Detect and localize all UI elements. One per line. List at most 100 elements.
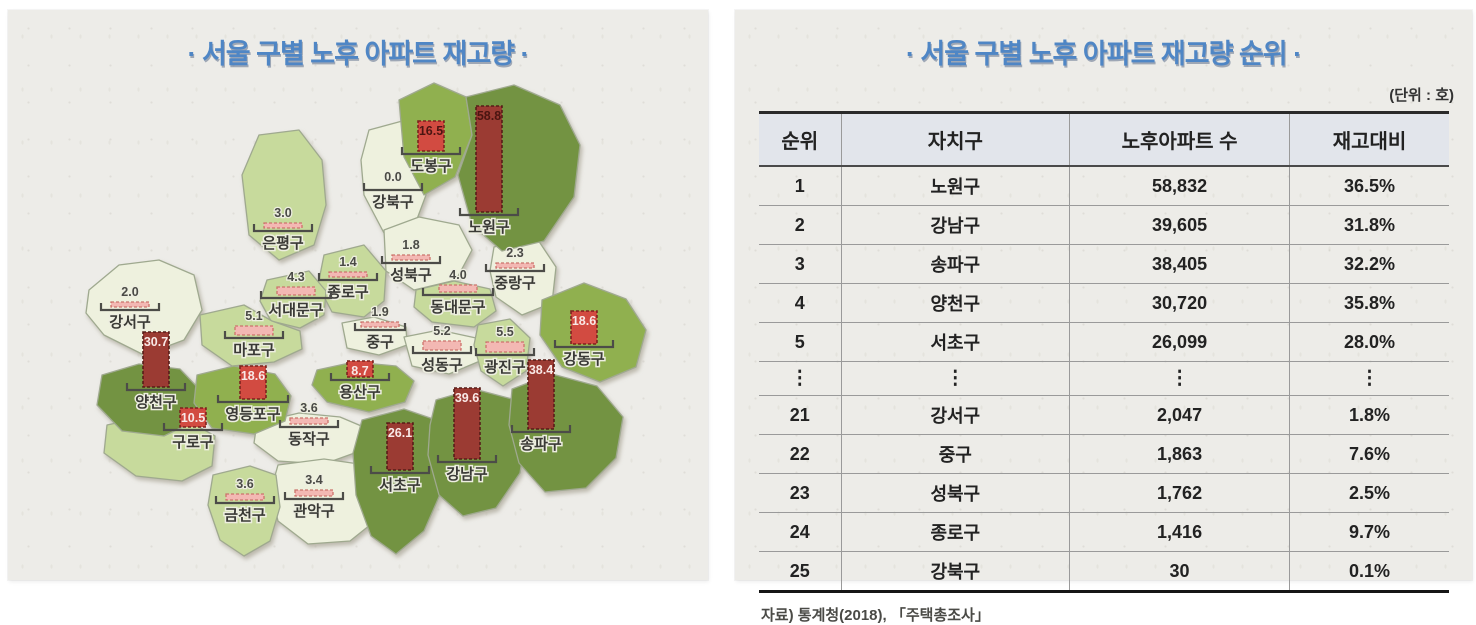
district-value: 39.6: [455, 391, 479, 405]
bracket: [458, 208, 520, 217]
rank-table-body: 1 노원구 58,832 36.5% 2 강남구 39,605 31.8% 3 송파구 38,405…: [758, 166, 1449, 592]
district-label: 동대문구: [430, 299, 485, 316]
district-bar: [225, 493, 265, 501]
district-shape: [241, 129, 327, 261]
bracket: [362, 183, 424, 192]
table-row: 2 강남구 39,605 31.8%: [758, 205, 1449, 245]
bracket: [400, 147, 462, 156]
district-value: 5.5: [496, 325, 513, 339]
district-value: 1.4: [339, 255, 356, 269]
map-title: · 서울 구별 노후 아파트 재고량 ·: [187, 39, 529, 69]
map-area: 2.0 강서구 3.0 은평구 0.0 강북구 1.8 성북구 2.3 중랑구 1.4 종로구 4.0 동…: [74, 75, 708, 580]
table-cell: ⋮: [1068, 361, 1290, 396]
table-cell: ⋮: [1289, 361, 1449, 396]
table-cell: 성북구: [840, 473, 1070, 513]
district-bar: [495, 262, 535, 269]
table-row: 21 강서구 2,047 1.8%: [758, 395, 1449, 435]
district-value: 4.3: [287, 270, 304, 284]
district-label: 중랑구: [494, 274, 536, 292]
table-row: 5 서초구 26,099 28.0%: [758, 322, 1449, 362]
seoul-map: 2.0 강서구 3.0 은평구 0.0 강북구 1.8 성북구 2.3 중랑구 1.4 종로구 4.0 동…: [85, 82, 647, 557]
district-label: 성북구: [390, 266, 432, 284]
district-label: 구로구: [172, 434, 214, 451]
district-marker: 5.5 광진구: [474, 324, 536, 378]
district-marker: 30.7 양천구: [125, 331, 187, 413]
district-label: 용산구: [339, 384, 381, 401]
district-bar: [485, 341, 525, 353]
bracket: [421, 288, 495, 297]
district-label: 강서구: [109, 313, 151, 331]
table-cell: 7.6%: [1289, 434, 1449, 474]
table-cell: 38,405: [1068, 244, 1290, 284]
district-value: 5.1: [245, 309, 262, 323]
table-cell: ⋮: [758, 361, 842, 396]
district-value: 18.6: [241, 369, 265, 383]
table-cell: 강남구: [840, 205, 1070, 245]
table-cell: 1,863: [1068, 434, 1290, 474]
district-shape: [352, 408, 448, 555]
table-cell: 26,099: [1068, 322, 1290, 362]
bracket: [353, 323, 407, 332]
district-value: 58.8: [477, 109, 501, 123]
district-bar: [328, 271, 368, 278]
district-value: 10.5: [181, 411, 205, 425]
district-bar: [570, 310, 598, 345]
table-cell: 35.8%: [1289, 283, 1449, 323]
district-marker: 38.4 송파구: [510, 359, 572, 455]
bracket: [329, 373, 391, 382]
district-label: 송파구: [520, 436, 562, 453]
district-bar: [453, 387, 481, 460]
table-cell: 39,605: [1068, 205, 1290, 245]
bracket: [214, 496, 276, 505]
table-cell: 25: [758, 551, 842, 592]
table-cell: 32.2%: [1289, 244, 1449, 284]
district-bar: [422, 340, 462, 351]
district-label: 중구: [366, 334, 394, 351]
unit-label: (단위 : 호): [1389, 87, 1454, 104]
table-cell: 5: [758, 322, 842, 362]
district-label: 양천구: [135, 393, 177, 411]
district-shape: [207, 465, 281, 557]
table-row: 24 종로구 1,416 9.7%: [758, 512, 1449, 552]
table-cell: 2,047: [1068, 395, 1290, 435]
bracket: [162, 423, 224, 432]
district-bar: [527, 359, 555, 430]
table-cell: ⋮: [840, 361, 1070, 396]
table-cell: 3: [758, 244, 842, 284]
district-marker: 4.3 서대문구: [259, 269, 333, 321]
bracket: [484, 264, 546, 273]
district-label: 영등포구: [225, 405, 280, 423]
district-marker: 2.3 중랑구: [484, 245, 546, 294]
col-header-district: 자치구: [840, 112, 1070, 167]
table-cell: 강북구: [840, 551, 1070, 592]
district-bar: [417, 120, 445, 152]
district-label: 은평구: [262, 234, 304, 252]
district-bar: [110, 301, 150, 308]
bracket: [259, 291, 333, 300]
bracket: [553, 340, 615, 349]
district-value: 16.5: [419, 124, 443, 138]
header-row: 순위 자치구 노후아파트 수 재고대비: [758, 112, 1449, 167]
table-cell: 30,720: [1068, 283, 1290, 323]
table-cell: 종로구: [840, 512, 1070, 552]
table-cell: 4: [758, 283, 842, 323]
district-value: 26.1: [388, 426, 412, 440]
bracket: [99, 303, 161, 312]
district-value: 18.6: [572, 314, 596, 328]
bracket: [474, 348, 536, 357]
district-value: 3.4: [305, 473, 322, 487]
district-marker: 3.4 관악구: [283, 472, 345, 522]
district-value: 5.2: [433, 324, 450, 338]
district-marker: 16.5 도봉구: [400, 120, 462, 177]
district-marker: 1.4 종로구: [317, 254, 379, 303]
district-marker: 10.5 구로구: [162, 407, 224, 453]
table-row: 25 강북구 30 0.1%: [758, 551, 1449, 592]
table-row: 22 중구 1,863 7.6%: [758, 434, 1449, 474]
district-label: 금천구: [224, 506, 266, 524]
district-marker: 3.6 금천구: [214, 476, 276, 526]
district-label: 관악구: [293, 502, 335, 520]
bracket: [278, 420, 340, 429]
bracket: [216, 395, 290, 404]
district-bar: [360, 321, 400, 328]
district-shapes: [85, 82, 647, 557]
